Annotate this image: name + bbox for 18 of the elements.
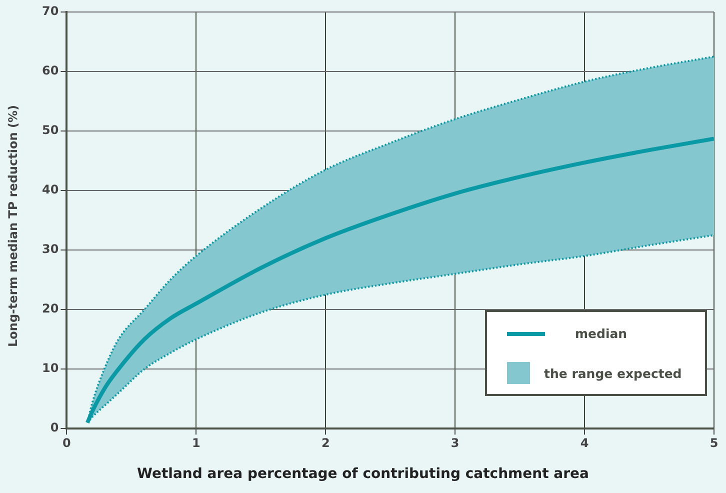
x-axis-title: Wetland area percentage of contributing catchment area bbox=[136, 466, 590, 482]
y-tick-label: 60 bbox=[42, 64, 59, 78]
y-tick-label: 70 bbox=[42, 4, 59, 18]
legend-label: median bbox=[575, 326, 628, 341]
y-tick-label: 10 bbox=[42, 361, 59, 376]
x-tick-label: 3 bbox=[450, 436, 460, 450]
y-axis-title: Long-term median TP reduction (%) bbox=[6, 105, 20, 347]
x-tick-label: 5 bbox=[710, 436, 718, 450]
x-tick-label: 0 bbox=[62, 436, 71, 450]
y-tick-label: 30 bbox=[42, 242, 59, 256]
x-tick-label: 4 bbox=[580, 436, 589, 450]
x-tick-label: 1 bbox=[192, 436, 200, 450]
y-tick-label: 20 bbox=[42, 302, 59, 316]
y-tick-label: 40 bbox=[42, 182, 59, 197]
legend-label: the range expected bbox=[544, 366, 682, 380]
y-tick-label: 50 bbox=[42, 123, 59, 138]
x-tick-label: 2 bbox=[321, 436, 330, 450]
y-tick-label: 0 bbox=[50, 420, 59, 435]
